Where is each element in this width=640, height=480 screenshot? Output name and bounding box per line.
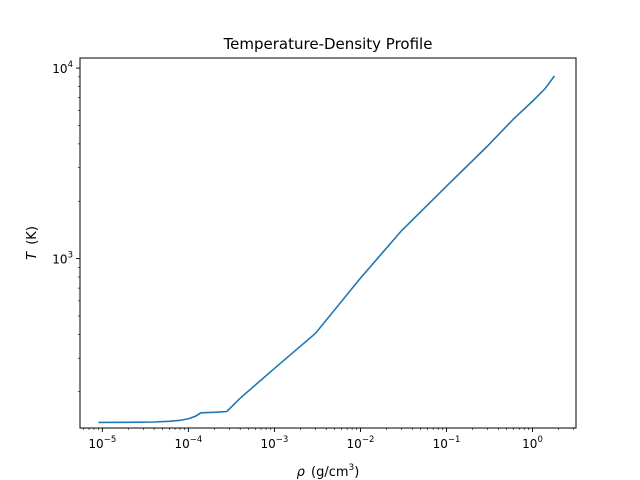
- x-tick-label-4: 10−1: [433, 435, 461, 451]
- plot-frame: [79, 57, 577, 429]
- y-tick-label-0: 103: [52, 251, 73, 267]
- chart-title: Temperature-Density Profile: [223, 35, 433, 53]
- x-tick-label-1: 10−4: [174, 435, 202, 451]
- x-tick-label-2: 10−3: [261, 435, 289, 451]
- x-axis-ticks: 10−5 10−4 10−3 10−2 10−1 100: [82, 428, 574, 451]
- x-axis-label: ρ (g/cm3): [297, 463, 360, 480]
- series-line: [98, 75, 556, 424]
- x-tick-label-0: 10−5: [88, 435, 116, 451]
- y-axis-label: T (K): [25, 226, 40, 260]
- y-axis-ticks: 103 104: [52, 60, 80, 393]
- x-tick-label-3: 10−2: [347, 435, 375, 451]
- x-tick-label-5: 100: [522, 435, 543, 451]
- y-tick-label-1: 104: [52, 60, 73, 76]
